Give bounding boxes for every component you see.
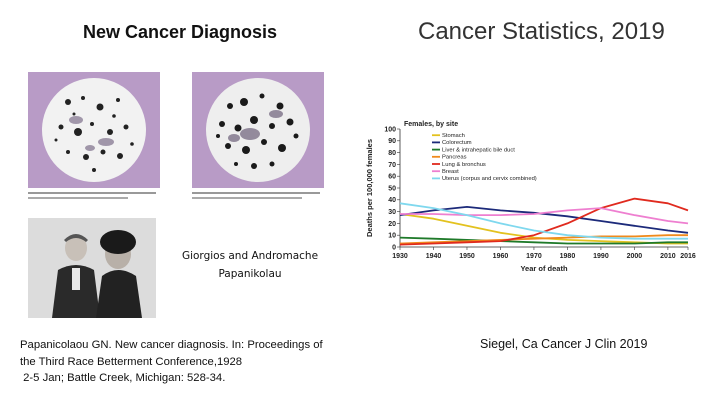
y-tick-label: 0 — [392, 244, 396, 251]
x-tick-label: 1960 — [493, 253, 509, 260]
legend-label: Pancreas — [442, 155, 467, 161]
legend-label: Uterus (corpus and cervix combined) — [442, 176, 537, 182]
micrograph-caption-right — [192, 189, 324, 201]
micrograph-image-left — [28, 72, 160, 188]
series-line — [399, 234, 688, 245]
reference-siegel: Siegel, Ca Cancer J Clin 2019 — [480, 337, 648, 351]
y-tick-label: 50 — [388, 185, 396, 192]
cancer-mortality-chart: 0 10 20 30 40 50 60 70 80 90 100 1930 1940 1950 1960 19… — [365, 121, 696, 273]
papanikolaou-photo — [28, 218, 156, 318]
x-tick-label: 1940 — [426, 253, 442, 260]
x-tick-label: 1930 — [392, 253, 408, 260]
micrograph-caption-left — [28, 189, 160, 201]
reference-line: 2-5 Jan; Battle Creek, Michigan: 528-34. — [20, 372, 226, 384]
x-tick-label: 2010 — [660, 253, 676, 260]
photo-caption: Giorgios and Andromache Papanikolau — [150, 247, 350, 283]
legend-title: Females, by site — [404, 121, 458, 128]
reference-papanicolaou: Papanicolaou GN. New cancer diagnosis. I… — [20, 337, 360, 387]
y-axis-title: Deaths per 100,000 females — [365, 139, 374, 237]
left-slide-title: New Cancer Diagnosis — [82, 22, 278, 42]
y-tick-label: 100 — [384, 126, 396, 133]
x-axis-title: Year of death — [520, 264, 568, 273]
y-tick-label: 20 — [388, 221, 396, 228]
micrograph-image-right — [192, 72, 324, 188]
y-tick-label: 60 — [388, 174, 396, 181]
series-line — [399, 206, 689, 234]
series-line — [400, 207, 689, 225]
x-tick-label: 2016 — [680, 253, 696, 260]
y-tick-label: 30 — [388, 209, 396, 216]
reference-line: Papanicolaou GN. New cancer diagnosis. I… — [20, 339, 323, 351]
photo-caption-line1: Giorgios and Andromache — [181, 250, 319, 262]
x-tick-label: 1970 — [526, 253, 542, 260]
series-line — [399, 202, 688, 240]
right-slide-title: Cancer Statistics, 2019 — [418, 18, 665, 45]
reference-line: the Third Race Betterment Conference,192… — [20, 355, 243, 368]
legend-label: Colorectum — [442, 140, 472, 146]
photo-caption-line2: Papanikolau — [218, 268, 282, 280]
y-tick-label: 90 — [388, 138, 396, 145]
legend-label: Stomach — [442, 133, 465, 139]
y-tick-label: 10 — [388, 233, 396, 240]
chart-axes: 0 10 20 30 40 50 60 70 80 90 100 1930 1940 1950 1960 19… — [365, 126, 696, 273]
x-tick-label: 2000 — [627, 253, 643, 260]
legend-label: Lung & bronchus — [442, 162, 486, 168]
series-line — [399, 197, 689, 246]
y-tick-label: 70 — [388, 162, 396, 169]
series-line — [399, 236, 688, 245]
legend-label: Liver & intrahepatic bile duct — [442, 147, 515, 153]
chart-series — [399, 197, 689, 246]
legend-label: Breast — [442, 169, 459, 175]
x-tick-label: 1950 — [459, 253, 475, 260]
x-tick-label: 1980 — [560, 253, 576, 260]
y-tick-label: 80 — [388, 150, 396, 157]
y-tick-label: 40 — [388, 197, 396, 204]
x-tick-label: 1990 — [593, 253, 609, 260]
